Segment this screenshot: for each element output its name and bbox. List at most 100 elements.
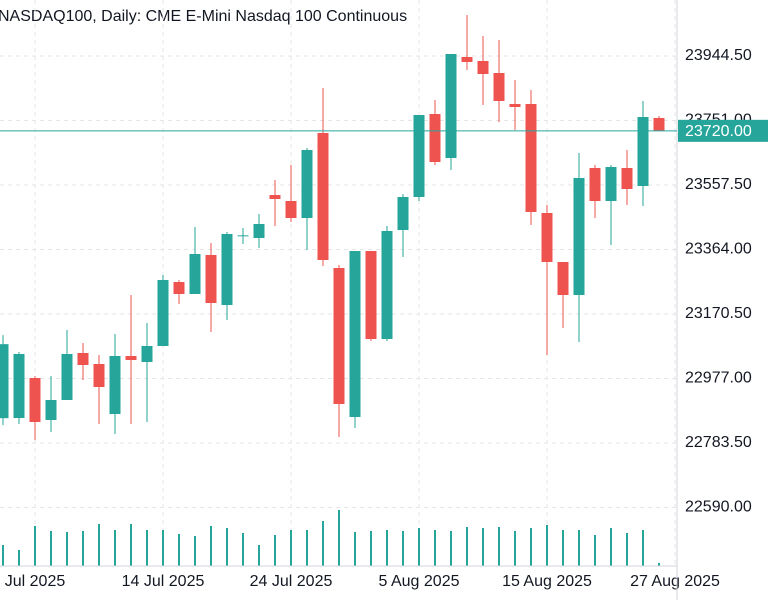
candle-body	[221, 234, 233, 305]
candle-body	[445, 54, 457, 158]
candle-body	[237, 235, 249, 237]
candle-body	[477, 61, 489, 74]
volume-bar	[498, 527, 500, 566]
volume-bar	[306, 530, 308, 566]
candle-layer	[0, 15, 665, 440]
candle-body	[45, 400, 57, 420]
candle-body	[13, 354, 25, 418]
volume-bar	[434, 530, 436, 566]
volume-bar	[386, 530, 388, 566]
candle-body	[29, 378, 41, 422]
candle-body	[253, 224, 265, 238]
volume-bar	[450, 531, 452, 566]
volume-bar	[482, 528, 484, 566]
volume-bar	[242, 533, 244, 566]
y-tick-label: 23170.50	[685, 305, 752, 322]
volume-bar	[274, 535, 276, 566]
last-price-box	[678, 119, 768, 142]
volume-bar	[18, 550, 20, 566]
candle-body	[413, 115, 425, 197]
volume-bar	[338, 510, 340, 566]
candle-body	[621, 168, 633, 189]
volume-bar	[162, 530, 164, 566]
candle-body	[525, 104, 537, 212]
candle-body	[605, 167, 617, 201]
candle-body	[173, 282, 185, 294]
candle-body	[589, 168, 601, 201]
volume-bar	[82, 531, 84, 566]
x-tick-label: 24 Jul 2025	[250, 573, 333, 590]
candle-body	[557, 262, 569, 295]
volume-layer	[2, 510, 660, 566]
candle-body	[61, 354, 73, 400]
grid-layer	[0, 0, 677, 566]
x-tick-label: 27 Aug 2025	[630, 573, 720, 590]
volume-bar	[610, 528, 612, 566]
candle-body	[509, 104, 521, 107]
volume-bar	[514, 531, 516, 566]
candle-body	[461, 57, 473, 62]
candle-body	[397, 197, 409, 230]
volume-bar	[130, 524, 132, 566]
volume-bar	[2, 545, 4, 566]
volume-bar	[66, 532, 68, 566]
x-tick-label: Jul 2025	[5, 573, 66, 590]
candle-body	[189, 254, 201, 294]
volume-bar	[34, 526, 36, 566]
candle-body	[109, 356, 121, 414]
candle-body	[301, 150, 313, 218]
volume-bar	[418, 528, 420, 566]
volume-bar	[322, 521, 324, 566]
volume-bar	[290, 530, 292, 566]
candle-body	[93, 364, 105, 387]
y-tick-label: 23944.50	[685, 47, 752, 64]
candle-body	[573, 178, 585, 295]
y-tick-label: 22783.50	[685, 434, 752, 451]
volume-bar	[226, 528, 228, 566]
y-tick-label: 22977.00	[685, 370, 752, 387]
candle-body	[333, 268, 345, 404]
volume-bar	[354, 532, 356, 566]
volume-bar	[258, 545, 260, 566]
volume-bar	[658, 563, 660, 566]
last-price-label: 23720.00	[685, 123, 752, 140]
volume-bar	[98, 524, 100, 566]
y-tick-label: 23364.00	[685, 241, 752, 258]
x-tick-label: 14 Jul 2025	[122, 573, 205, 590]
volume-bar	[642, 530, 644, 566]
volume-bar	[370, 531, 372, 566]
volume-bar	[50, 531, 52, 566]
candle-body	[429, 114, 441, 162]
candle-body	[317, 133, 329, 260]
volume-bar	[402, 531, 404, 566]
volume-bar	[546, 525, 548, 566]
candle-body	[205, 255, 217, 303]
volume-bar	[194, 536, 196, 566]
volume-bar	[146, 530, 148, 566]
candle-body	[381, 231, 393, 339]
chart-title: NASDAQ100, Daily: CME E-Mini Nasdaq 100 …	[0, 8, 407, 25]
candle-body	[285, 201, 297, 218]
candle-body	[269, 195, 281, 199]
volume-bar	[530, 528, 532, 566]
volume-bar	[626, 533, 628, 566]
y-tick-label: 23557.50	[685, 176, 752, 193]
candle-body	[493, 73, 505, 101]
candle-body	[637, 117, 649, 186]
y-tick-label: 22590.00	[685, 499, 752, 516]
candle-body	[77, 353, 89, 365]
volume-bar	[594, 535, 596, 566]
x-tick-label: 15 Aug 2025	[502, 573, 592, 590]
x-tick-label: 5 Aug 2025	[379, 573, 460, 590]
volume-bar	[578, 530, 580, 566]
volume-bar	[466, 527, 468, 566]
candle-body	[125, 356, 137, 360]
volume-bar	[178, 534, 180, 566]
candle-body	[157, 280, 169, 346]
volume-bar	[562, 530, 564, 566]
candle-body	[0, 344, 9, 419]
candle-body	[349, 251, 361, 417]
